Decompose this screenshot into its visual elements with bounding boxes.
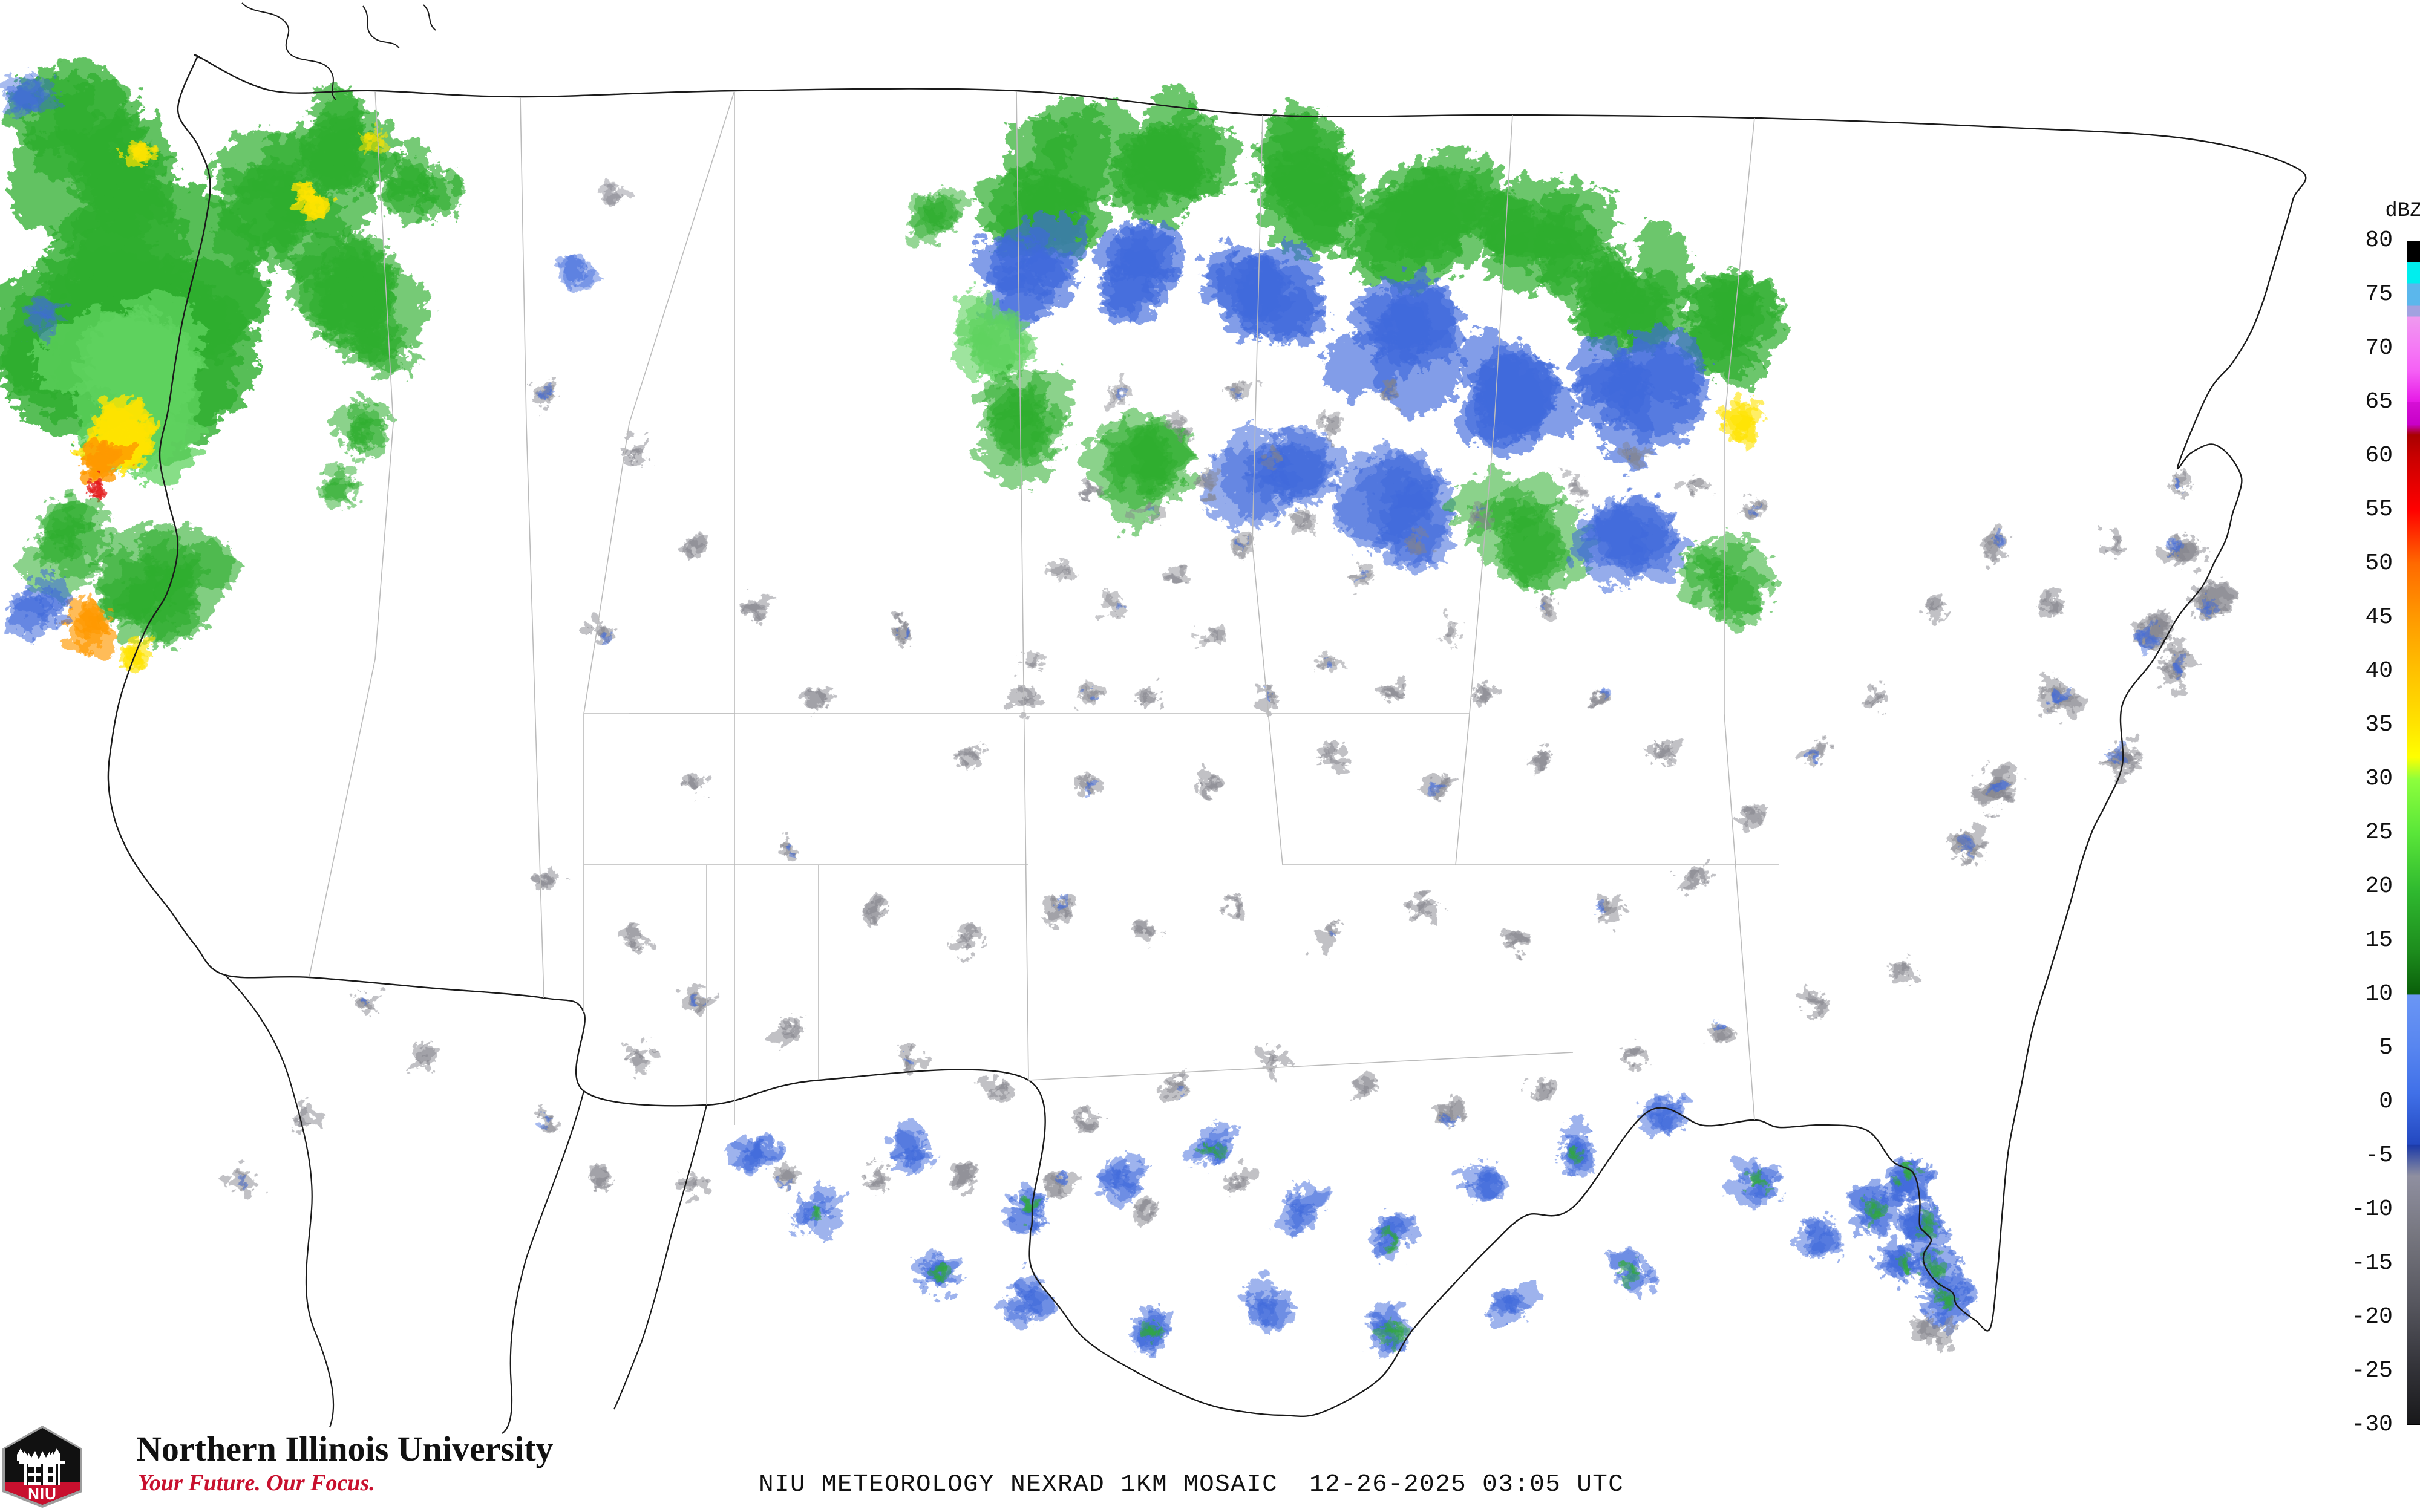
svg-text:NIU: NIU bbox=[28, 1485, 57, 1503]
